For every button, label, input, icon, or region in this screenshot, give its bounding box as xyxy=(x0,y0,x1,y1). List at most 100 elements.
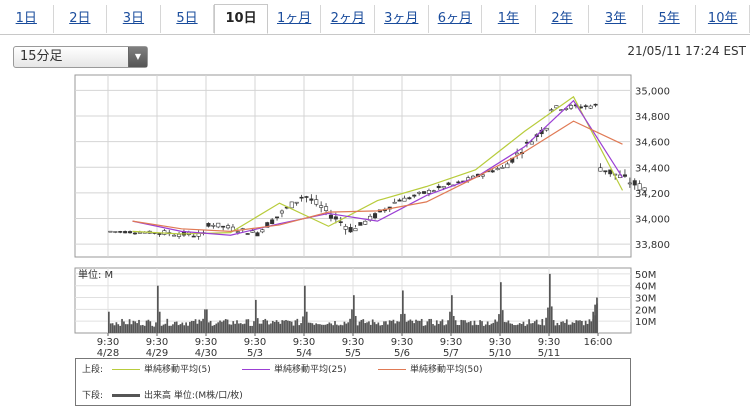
volume-bar xyxy=(209,320,212,333)
candle xyxy=(226,225,231,229)
volume-bar xyxy=(584,320,587,333)
candle xyxy=(495,168,500,171)
volume-bar xyxy=(588,319,591,333)
volume-bar xyxy=(324,324,327,333)
tab-1年[interactable]: 1年 xyxy=(482,5,536,33)
x-tick-date: 5/10 xyxy=(489,348,511,359)
candle xyxy=(353,228,358,232)
candle xyxy=(333,216,338,220)
volume-bar xyxy=(420,318,423,333)
x-tick-date: 5/7 xyxy=(443,348,459,359)
volume-bar xyxy=(434,325,436,333)
volume-bar xyxy=(422,325,425,333)
volume-bar xyxy=(341,325,344,333)
price-tick-label: 34,200 xyxy=(635,189,670,200)
tab-6ヶ月[interactable]: 6ヶ月 xyxy=(429,5,483,33)
volume-bar xyxy=(582,325,585,333)
volume-bar xyxy=(238,323,240,333)
volume-bar xyxy=(172,324,174,333)
volume-bar xyxy=(206,309,208,333)
candle xyxy=(191,235,196,238)
volume-bar xyxy=(390,320,393,333)
candle xyxy=(627,182,632,185)
volume-bar xyxy=(239,323,242,333)
volume-bar xyxy=(466,322,468,333)
chevron-down-icon[interactable]: ▼ xyxy=(128,47,147,67)
legend-upper-label: 上段: xyxy=(82,365,104,375)
volume-bar xyxy=(255,299,257,333)
volume-bar xyxy=(535,319,538,333)
volume-bar xyxy=(409,319,412,333)
volume-bar xyxy=(224,319,227,333)
candle xyxy=(157,233,162,235)
ma25-line xyxy=(132,99,624,236)
candle xyxy=(270,219,275,225)
volume-bar xyxy=(467,322,470,333)
tab-2年[interactable]: 2年 xyxy=(536,5,590,33)
tab-2日[interactable]: 2日 xyxy=(54,5,108,33)
volume-bar xyxy=(351,309,353,333)
volume-bar xyxy=(383,321,385,333)
volume-bar xyxy=(571,322,574,333)
candle xyxy=(417,192,422,194)
volume-bar xyxy=(492,322,495,333)
volume-bar xyxy=(304,285,306,333)
volume-bar xyxy=(302,316,304,333)
candle xyxy=(397,199,402,202)
candle xyxy=(211,224,216,227)
volume-bar xyxy=(428,318,431,333)
tab-5日[interactable]: 5日 xyxy=(161,5,215,33)
tab-3ヶ月[interactable]: 3ヶ月 xyxy=(375,5,429,33)
volume-bar xyxy=(360,319,363,333)
x-tick-date: 5/6 xyxy=(394,348,410,359)
x-tick-time: 9:30 xyxy=(538,337,560,348)
volume-bar xyxy=(483,325,485,333)
tab-10日[interactable]: 10日 xyxy=(214,4,268,34)
volume-bar xyxy=(202,318,204,333)
volume-bar xyxy=(236,320,238,333)
volume-bar xyxy=(204,309,206,333)
volume-bar xyxy=(385,321,387,333)
volume-bar xyxy=(175,321,178,333)
candle xyxy=(603,170,608,173)
volume-bar xyxy=(273,321,276,333)
volume-bar xyxy=(168,325,171,333)
volume-bar xyxy=(317,324,319,333)
volume-bar xyxy=(445,324,448,333)
legend-ma50-label: 単純移動平均(50) xyxy=(410,365,483,375)
candle xyxy=(275,216,280,219)
candle xyxy=(598,167,603,172)
legend: 上段: 単純移動平均(5) 単純移動平均(25) 単純移動平均(50) 下段: … xyxy=(75,358,631,406)
tab-3日[interactable]: 3日 xyxy=(107,5,161,33)
volume-bar xyxy=(426,321,429,333)
x-tick-time: 9:30 xyxy=(342,337,364,348)
volume-bar xyxy=(573,322,576,333)
candle xyxy=(221,225,226,228)
volume-bar xyxy=(119,325,122,333)
volume-bar xyxy=(358,321,361,333)
tab-5年[interactable]: 5年 xyxy=(643,5,697,33)
volume-bar xyxy=(479,320,481,333)
volume-bar xyxy=(560,321,563,333)
volume-bar xyxy=(328,322,331,333)
legend-volume-label: 出来高 単位:(M株/口/枚) xyxy=(144,391,243,401)
x-tick-time: 9:30 xyxy=(195,337,217,348)
volume-bar xyxy=(577,320,579,333)
tab-10年[interactable]: 10年 xyxy=(696,5,750,33)
tab-2ヶ月[interactable]: 2ヶ月 xyxy=(321,5,375,33)
volume-bar xyxy=(484,324,487,333)
volume-bar xyxy=(347,322,350,333)
tab-3年[interactable]: 3年 xyxy=(589,5,643,33)
candle xyxy=(431,190,436,192)
volume-unit-label: 単位: M xyxy=(78,268,113,281)
candle xyxy=(412,194,417,197)
volume-bar xyxy=(471,325,474,333)
tab-1日[interactable]: 1日 xyxy=(0,5,54,33)
legend-ma25-line xyxy=(242,369,270,370)
candle xyxy=(441,186,446,189)
legend-ma5-label: 単純移動平均(5) xyxy=(144,365,211,375)
volume-bar xyxy=(326,323,329,333)
volume-bar xyxy=(524,325,527,333)
tab-1ヶ月[interactable]: 1ヶ月 xyxy=(268,5,322,33)
interval-select[interactable]: 15分足 ▼ xyxy=(13,46,148,68)
